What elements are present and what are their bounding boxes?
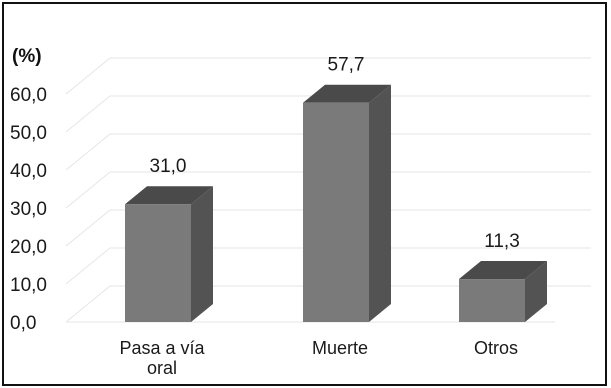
y-axis-ticks: 0,0 10,0 20,0 30,0 40,0 50,0 60,0 <box>10 85 47 334</box>
data-label: 57,7 <box>328 55 365 76</box>
y-tick-label: 20,0 <box>10 237 47 258</box>
category-label: Muerte <box>312 338 368 358</box>
bar-side <box>369 84 391 323</box>
y-tick-label: 30,0 <box>10 199 47 220</box>
bar-side <box>525 261 547 322</box>
gridline <box>65 285 591 323</box>
bar <box>303 84 391 323</box>
y-axis-label: (%) <box>12 46 42 67</box>
data-label: 11,3 <box>484 231 520 252</box>
bars <box>125 84 547 323</box>
gridline <box>65 133 591 171</box>
y-tick-label: 60,0 <box>10 85 47 106</box>
bar <box>459 261 547 322</box>
y-tick-label: 50,0 <box>10 123 47 144</box>
bar <box>125 186 213 322</box>
category-label-line: Pasa a vía <box>119 338 205 358</box>
category-label-line: Otros <box>474 338 518 358</box>
gridlines <box>65 57 591 323</box>
bar-side <box>191 186 213 322</box>
data-labels: 31,0 57,7 11,3 <box>150 55 520 252</box>
y-tick-label: 40,0 <box>10 161 47 182</box>
bar-top <box>125 186 213 205</box>
y-tick-label: 0,0 <box>10 313 36 334</box>
gridline <box>65 171 591 209</box>
data-label: 31,0 <box>150 156 187 177</box>
bar-top <box>459 261 547 280</box>
category-label-line: Muerte <box>312 338 368 358</box>
gridline <box>65 209 591 247</box>
bar-front <box>125 204 191 322</box>
gridline <box>65 95 591 133</box>
bar-front <box>459 279 525 322</box>
gridline <box>65 57 591 95</box>
bar-top <box>303 84 391 103</box>
category-label-line: oral <box>147 358 177 378</box>
bar-front <box>303 102 369 323</box>
category-label: Pasa a vía oral <box>119 338 205 378</box>
category-label: Otros <box>474 338 518 358</box>
gridline <box>65 247 591 285</box>
y-tick-label: 10,0 <box>10 275 47 296</box>
x-axis-categories: Pasa a vía oral Muerte Otros <box>119 338 518 378</box>
